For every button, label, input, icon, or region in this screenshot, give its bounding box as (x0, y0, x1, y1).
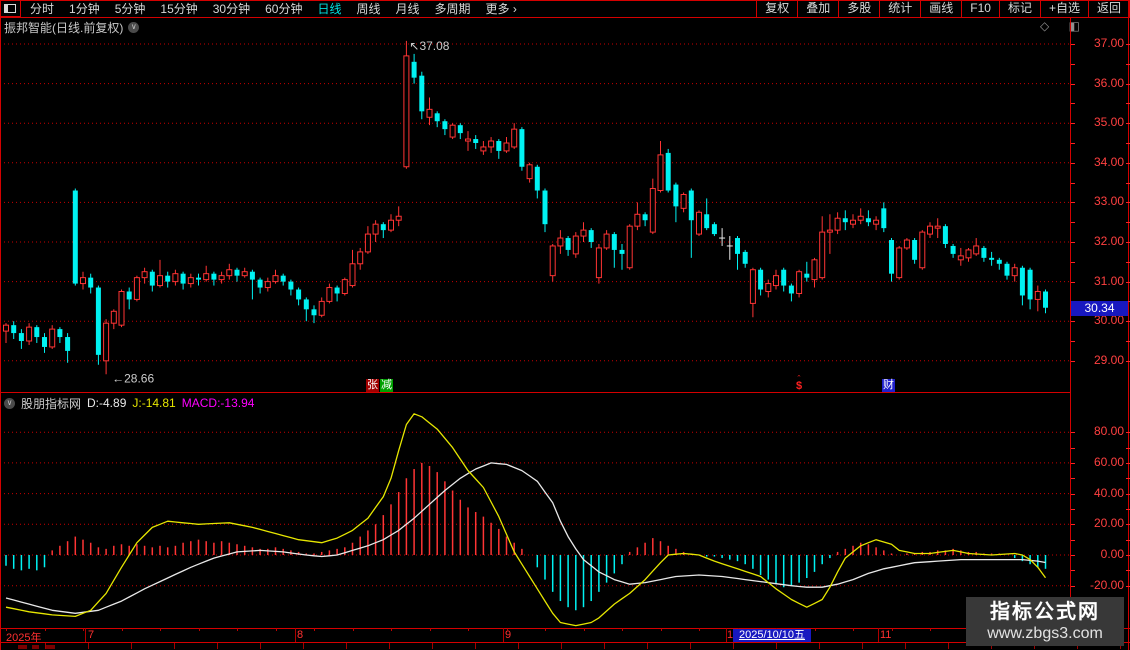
period-tabs: 分时 1分钟 5分钟 15分钟 30分钟 60分钟 日线 周线 月线 多周期 (21, 0, 471, 17)
indicator-name: 股朋指标网 (21, 396, 82, 411)
last-price-tag: 30.34 (1071, 300, 1128, 316)
tab-60分钟[interactable]: 60分钟 (265, 2, 303, 16)
axis-label-30.00: 30.00 (1093, 313, 1124, 328)
tab-1分钟[interactable]: 1分钟 (69, 2, 100, 16)
axis-label-20.00: 20.00 (1093, 516, 1124, 531)
panel-layout-icon[interactable] (0, 0, 21, 17)
axis-label--20.00: -20.00 (1089, 577, 1124, 592)
month-label-9: 9 (505, 629, 512, 641)
tab-多周期[interactable]: 多周期 (434, 2, 471, 16)
tab-分时[interactable]: 分时 (30, 2, 55, 16)
button-+自选[interactable]: +自选 (1039, 0, 1088, 17)
high-annotation: ↖37.08 (409, 39, 449, 53)
date-axis: 2025年7891011 (0, 628, 1130, 644)
j-value-label: J:-14.81 (132, 396, 176, 410)
axis-label-60.00: 60.00 (1093, 454, 1124, 469)
button-标记[interactable]: 标记 (998, 0, 1040, 17)
tab-5分钟[interactable]: 5分钟 (114, 2, 146, 16)
axis-label-33.00: 33.00 (1093, 194, 1124, 209)
chevron-down-circle-icon[interactable]: ∨ (128, 22, 140, 33)
button-复权[interactable]: 复权 (756, 0, 797, 17)
tab-15分钟[interactable]: 15分钟 (160, 2, 198, 16)
price-axis: 37.00 36.00 35.00 34.00 33.00 32.00 31.00 30.00… (1071, 36, 1130, 392)
axis-label-31.00: 31.00 (1093, 273, 1124, 288)
axis-label-29.00: 29.00 (1093, 352, 1124, 367)
axis-label-36.00: 36.00 (1093, 75, 1124, 90)
button-F10[interactable]: F10 (961, 0, 999, 17)
axis-label-37.00: 37.00 (1093, 36, 1124, 50)
button-多股[interactable]: 多股 (838, 0, 879, 17)
cai-badge: 财 (882, 379, 895, 392)
jian-badge: 减 (380, 379, 393, 392)
candlestick-chart[interactable]: ↖37.08 ←28.66 (0, 36, 1070, 392)
tab-30分钟[interactable]: 30分钟 (212, 2, 251, 16)
toolbar-right-buttons: 复权 叠加 多股 统计 画线 F10 标记 +自选 返回 (756, 0, 1130, 17)
chart-title-row: 振邦智能(日线.前复权) ∨ (4, 20, 140, 35)
button-画线[interactable]: 画线 (920, 0, 961, 17)
button-叠加[interactable]: 叠加 (797, 0, 838, 17)
clipped-bottom-row (0, 643, 1130, 650)
corner-icons[interactable]: ◇ ◧ (1040, 19, 1088, 33)
axis-label-80.00: 80.00 (1093, 424, 1124, 439)
month-label-8: 8 (297, 629, 304, 641)
tab-周线[interactable]: 周线 (356, 2, 381, 16)
zhang-badge: 张 (366, 379, 379, 392)
tab-月线[interactable]: 月线 (395, 2, 420, 16)
low-annotation: ←28.66 (112, 371, 154, 385)
month-label-7: 7 (88, 629, 95, 641)
collapse-circle-icon[interactable]: ∨ (4, 397, 15, 409)
watermark: 指标公式网 www.zbgs3.com (966, 597, 1124, 646)
dollar-marker: ˆ $ (793, 374, 805, 392)
kdj-macd-panel[interactable] (0, 393, 1070, 628)
current-date-tag: 2025/10/10五 (733, 629, 811, 642)
caret-icon: ˆ (797, 374, 801, 384)
macd-value-label: MACD:-13.94 (181, 396, 255, 410)
axis-label-34.00: 34.00 (1093, 154, 1124, 169)
axis-label-35.00: 35.00 (1093, 115, 1124, 130)
month-label-11: 11 (880, 629, 892, 641)
axis-label-32.00: 32.00 (1093, 234, 1124, 248)
tab-日线[interactable]: 日线 (317, 2, 342, 16)
period-toolbar: 分时 1分钟 5分钟 15分钟 30分钟 60分钟 日线 周线 月线 多周期 更多 › 复权 叠加多… (0, 0, 1130, 17)
indicator-axis: 80.00 60.00 40.00 20.00 0.00 -20.00 (1071, 393, 1130, 628)
watermark-url: www.zbgs3.com (987, 625, 1103, 642)
axis-label-40.00: 40.00 (1093, 485, 1124, 500)
indicator-header: ∨ 股朋指标网 D:-4.89 J:-14.81 MACD:-13.94 (4, 396, 255, 411)
watermark-title: 指标公式网 (990, 601, 1100, 623)
axis-label-0.00: 0.00 (1100, 547, 1124, 561)
page-title: 振邦智能(日线.前复权) (4, 21, 124, 35)
more-periods-button[interactable]: 更多 › (485, 2, 517, 16)
d-value-label: D:-4.89 (87, 396, 127, 410)
button-返回[interactable]: 返回 (1087, 0, 1130, 17)
year-label: 2025年 (6, 632, 42, 644)
button-统计[interactable]: 统计 (879, 0, 920, 17)
